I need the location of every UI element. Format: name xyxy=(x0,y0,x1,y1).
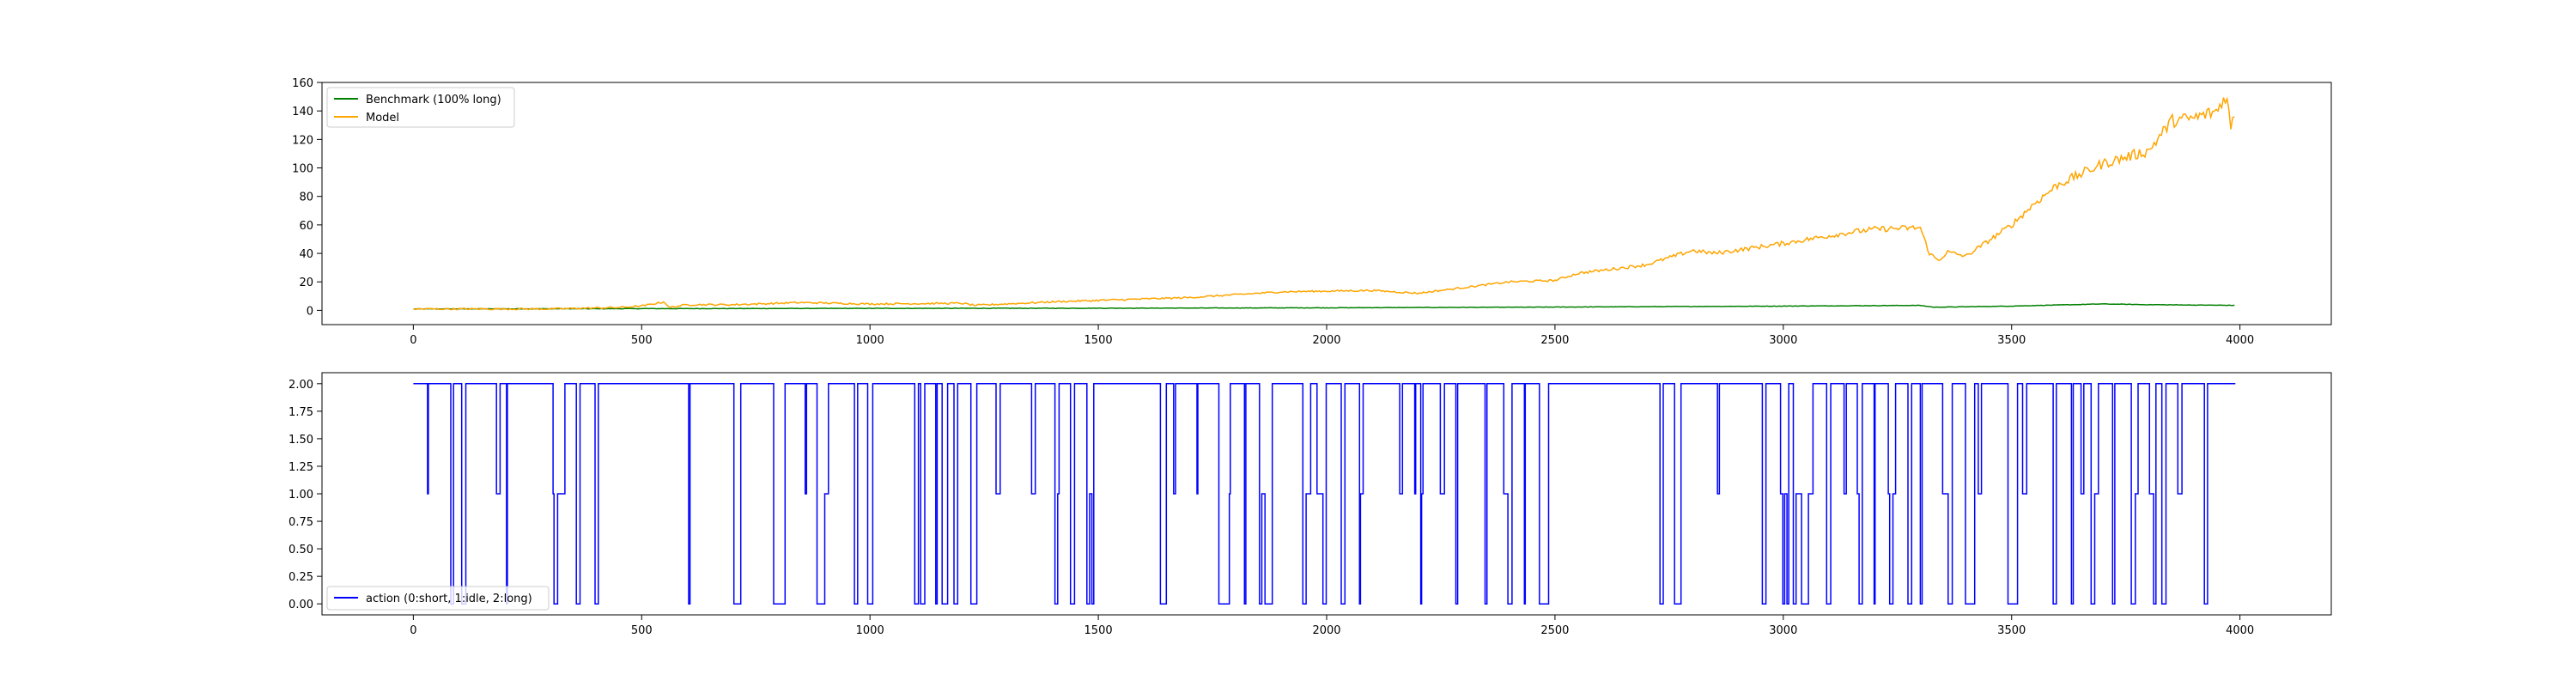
performance-axes: 0 500 1000 1500 2000 2500 3000 3500 4000 0 20 40 60 8… xyxy=(292,77,2332,347)
action-xtick-label: 4000 xyxy=(2226,624,2254,637)
performance-ytick-label: 60 xyxy=(299,220,313,233)
action-xtick-label: 0 xyxy=(410,624,416,637)
action-ytick-label: 0.50 xyxy=(289,544,313,556)
performance-ytick-label: 0 xyxy=(307,305,313,318)
performance-legend: Benchmark (100% long) Model xyxy=(326,87,515,128)
performance-xtick-label: 2000 xyxy=(1312,334,1340,347)
action-axes: 0 500 1000 1500 2000 2500 3000 3500 4000 0.00 0.25… xyxy=(289,372,2332,637)
action-xtick-label: 3500 xyxy=(1997,624,2026,637)
performance-xtick-label: 0 xyxy=(410,334,416,347)
performance-ytick-label: 40 xyxy=(299,248,313,261)
performance-xtick-label: 1000 xyxy=(856,334,884,347)
legend-benchmark-label: Benchmark (100% long) xyxy=(366,94,501,106)
action-xtick-label: 2500 xyxy=(1540,624,1569,637)
action-xtick-label: 3000 xyxy=(1769,624,1797,637)
action-ticks: 0 500 1000 1500 2000 2500 3000 3500 4000 0.00 0.25… xyxy=(289,379,2254,637)
legend-action-label: action (0:short, 1:idle, 2:long) xyxy=(366,593,532,605)
action-ytick-label: 1.75 xyxy=(289,406,313,419)
performance-xtick-label: 500 xyxy=(631,334,653,347)
legend-model-label: Model xyxy=(366,112,399,125)
action-ytick-label: 2.00 xyxy=(289,379,313,392)
performance-plot-area xyxy=(413,96,2235,311)
action-xtick-label: 1000 xyxy=(856,624,884,637)
performance-xtick-label: 1500 xyxy=(1084,334,1113,347)
action-line xyxy=(413,383,2236,605)
performance-xtick-label: 2500 xyxy=(1540,334,1569,347)
action-ytick-label: 0.75 xyxy=(289,516,313,529)
performance-ytick-label: 80 xyxy=(299,192,313,204)
action-legend: action (0:short, 1:idle, 2:long) xyxy=(326,586,550,611)
action-xtick-label: 1500 xyxy=(1084,624,1113,637)
performance-ytick-label: 20 xyxy=(299,277,313,289)
action-ytick-label: 0.00 xyxy=(289,599,313,611)
performance-xtick-label: 3000 xyxy=(1769,334,1797,347)
performance-ytick-label: 140 xyxy=(292,106,313,119)
action-xtick-label: 2000 xyxy=(1312,624,1340,637)
performance-ytick-label: 160 xyxy=(292,77,313,90)
performance-ytick-label: 120 xyxy=(292,134,313,147)
performance-xtick-label: 4000 xyxy=(2226,334,2254,347)
action-ytick-label: 1.25 xyxy=(289,461,313,474)
action-xtick-label: 500 xyxy=(631,624,653,637)
action-plot-area xyxy=(413,383,2236,605)
benchmark-line xyxy=(413,302,2235,310)
action-ytick-label: 1.00 xyxy=(289,489,313,502)
performance-ticks: 0 500 1000 1500 2000 2500 3000 3500 4000 0 20 40 60 8… xyxy=(292,77,2254,347)
model-line xyxy=(413,96,2235,311)
action-ytick-label: 0.25 xyxy=(289,571,313,584)
action-ytick-label: 1.50 xyxy=(289,434,313,447)
performance-xtick-label: 3500 xyxy=(1997,334,2026,347)
performance-ytick-label: 100 xyxy=(292,163,313,176)
